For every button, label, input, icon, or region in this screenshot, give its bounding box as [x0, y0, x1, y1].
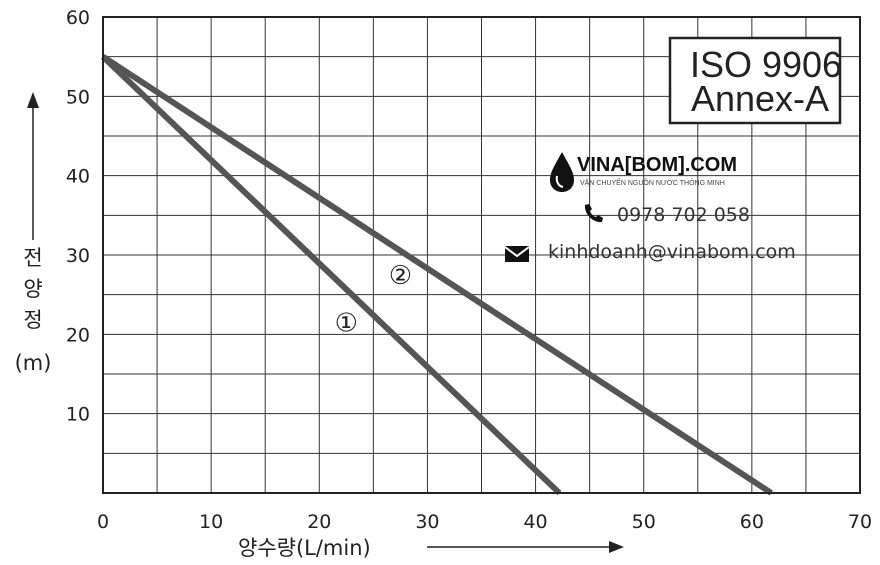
y-tick-label: 10 [66, 404, 90, 426]
x-tick-label: 20 [307, 511, 331, 533]
x-tick-label: 10 [199, 511, 223, 533]
water-drop-logo-icon [550, 152, 574, 192]
y-tick-label: 40 [66, 166, 90, 188]
x-tick-label: 50 [632, 511, 656, 533]
y-axis-label-char-2: 양 [23, 277, 42, 301]
envelope-icon [504, 246, 530, 262]
y-tick-labels: 10 20 30 40 50 60 [66, 7, 90, 426]
curve-labels: ①② [335, 261, 412, 339]
series-line-2 [101, 54, 773, 496]
phone-icon [584, 204, 603, 223]
x-axis-label-group: 양수량(L/min) [238, 536, 624, 560]
y-tick-label: 50 [66, 86, 90, 108]
plot-frame [102, 16, 861, 494]
y-axis-label-char-1: 전 [23, 246, 42, 270]
x-axis-arrowhead [609, 541, 624, 553]
watermark-phone: 0978 702 058 [617, 204, 750, 226]
y-tick-label: 30 [66, 245, 90, 267]
x-tick-label: 30 [415, 511, 439, 533]
watermark-tagline: VẬN CHUYỂN NGUỒN NƯỚC THÔNG MINH [580, 177, 725, 187]
watermark-brand: VINA[BOM].COM [577, 154, 737, 176]
x-tick-label: 60 [740, 511, 764, 533]
series-line-1 [100, 54, 562, 496]
y-tick-label: 20 [66, 324, 90, 346]
x-tick-label: 70 [848, 511, 872, 533]
y-axis-arrowhead [27, 92, 39, 108]
y-axis-label-unit: (m) [15, 351, 52, 375]
watermark-email: kinhdoanh@vinabom.com [548, 241, 796, 263]
iso-badge: ISO 9906 Annex-A [668, 36, 842, 125]
x-axis-label: 양수량(L/min) [238, 536, 371, 560]
curve-label-2: ② [389, 261, 412, 291]
x-tick-label: 40 [523, 511, 547, 533]
series-lines [100, 54, 773, 496]
iso-badge-line1: ISO 9906 [690, 44, 842, 85]
y-axis-label-group: 전 양 정 (m) [15, 92, 52, 375]
y-axis-label-char-3: 정 [23, 308, 42, 332]
curve-label-1: ① [335, 308, 358, 338]
y-tick-label: 60 [66, 7, 90, 29]
iso-badge-line2: Annex-A [691, 78, 829, 119]
watermark: VINA[BOM].COM VẬN CHUYỂN NGUỒN NƯỚC THÔN… [504, 152, 796, 263]
x-tick-labels: 0 10 20 30 40 50 60 70 [97, 511, 872, 533]
x-tick-label: 0 [97, 511, 109, 533]
